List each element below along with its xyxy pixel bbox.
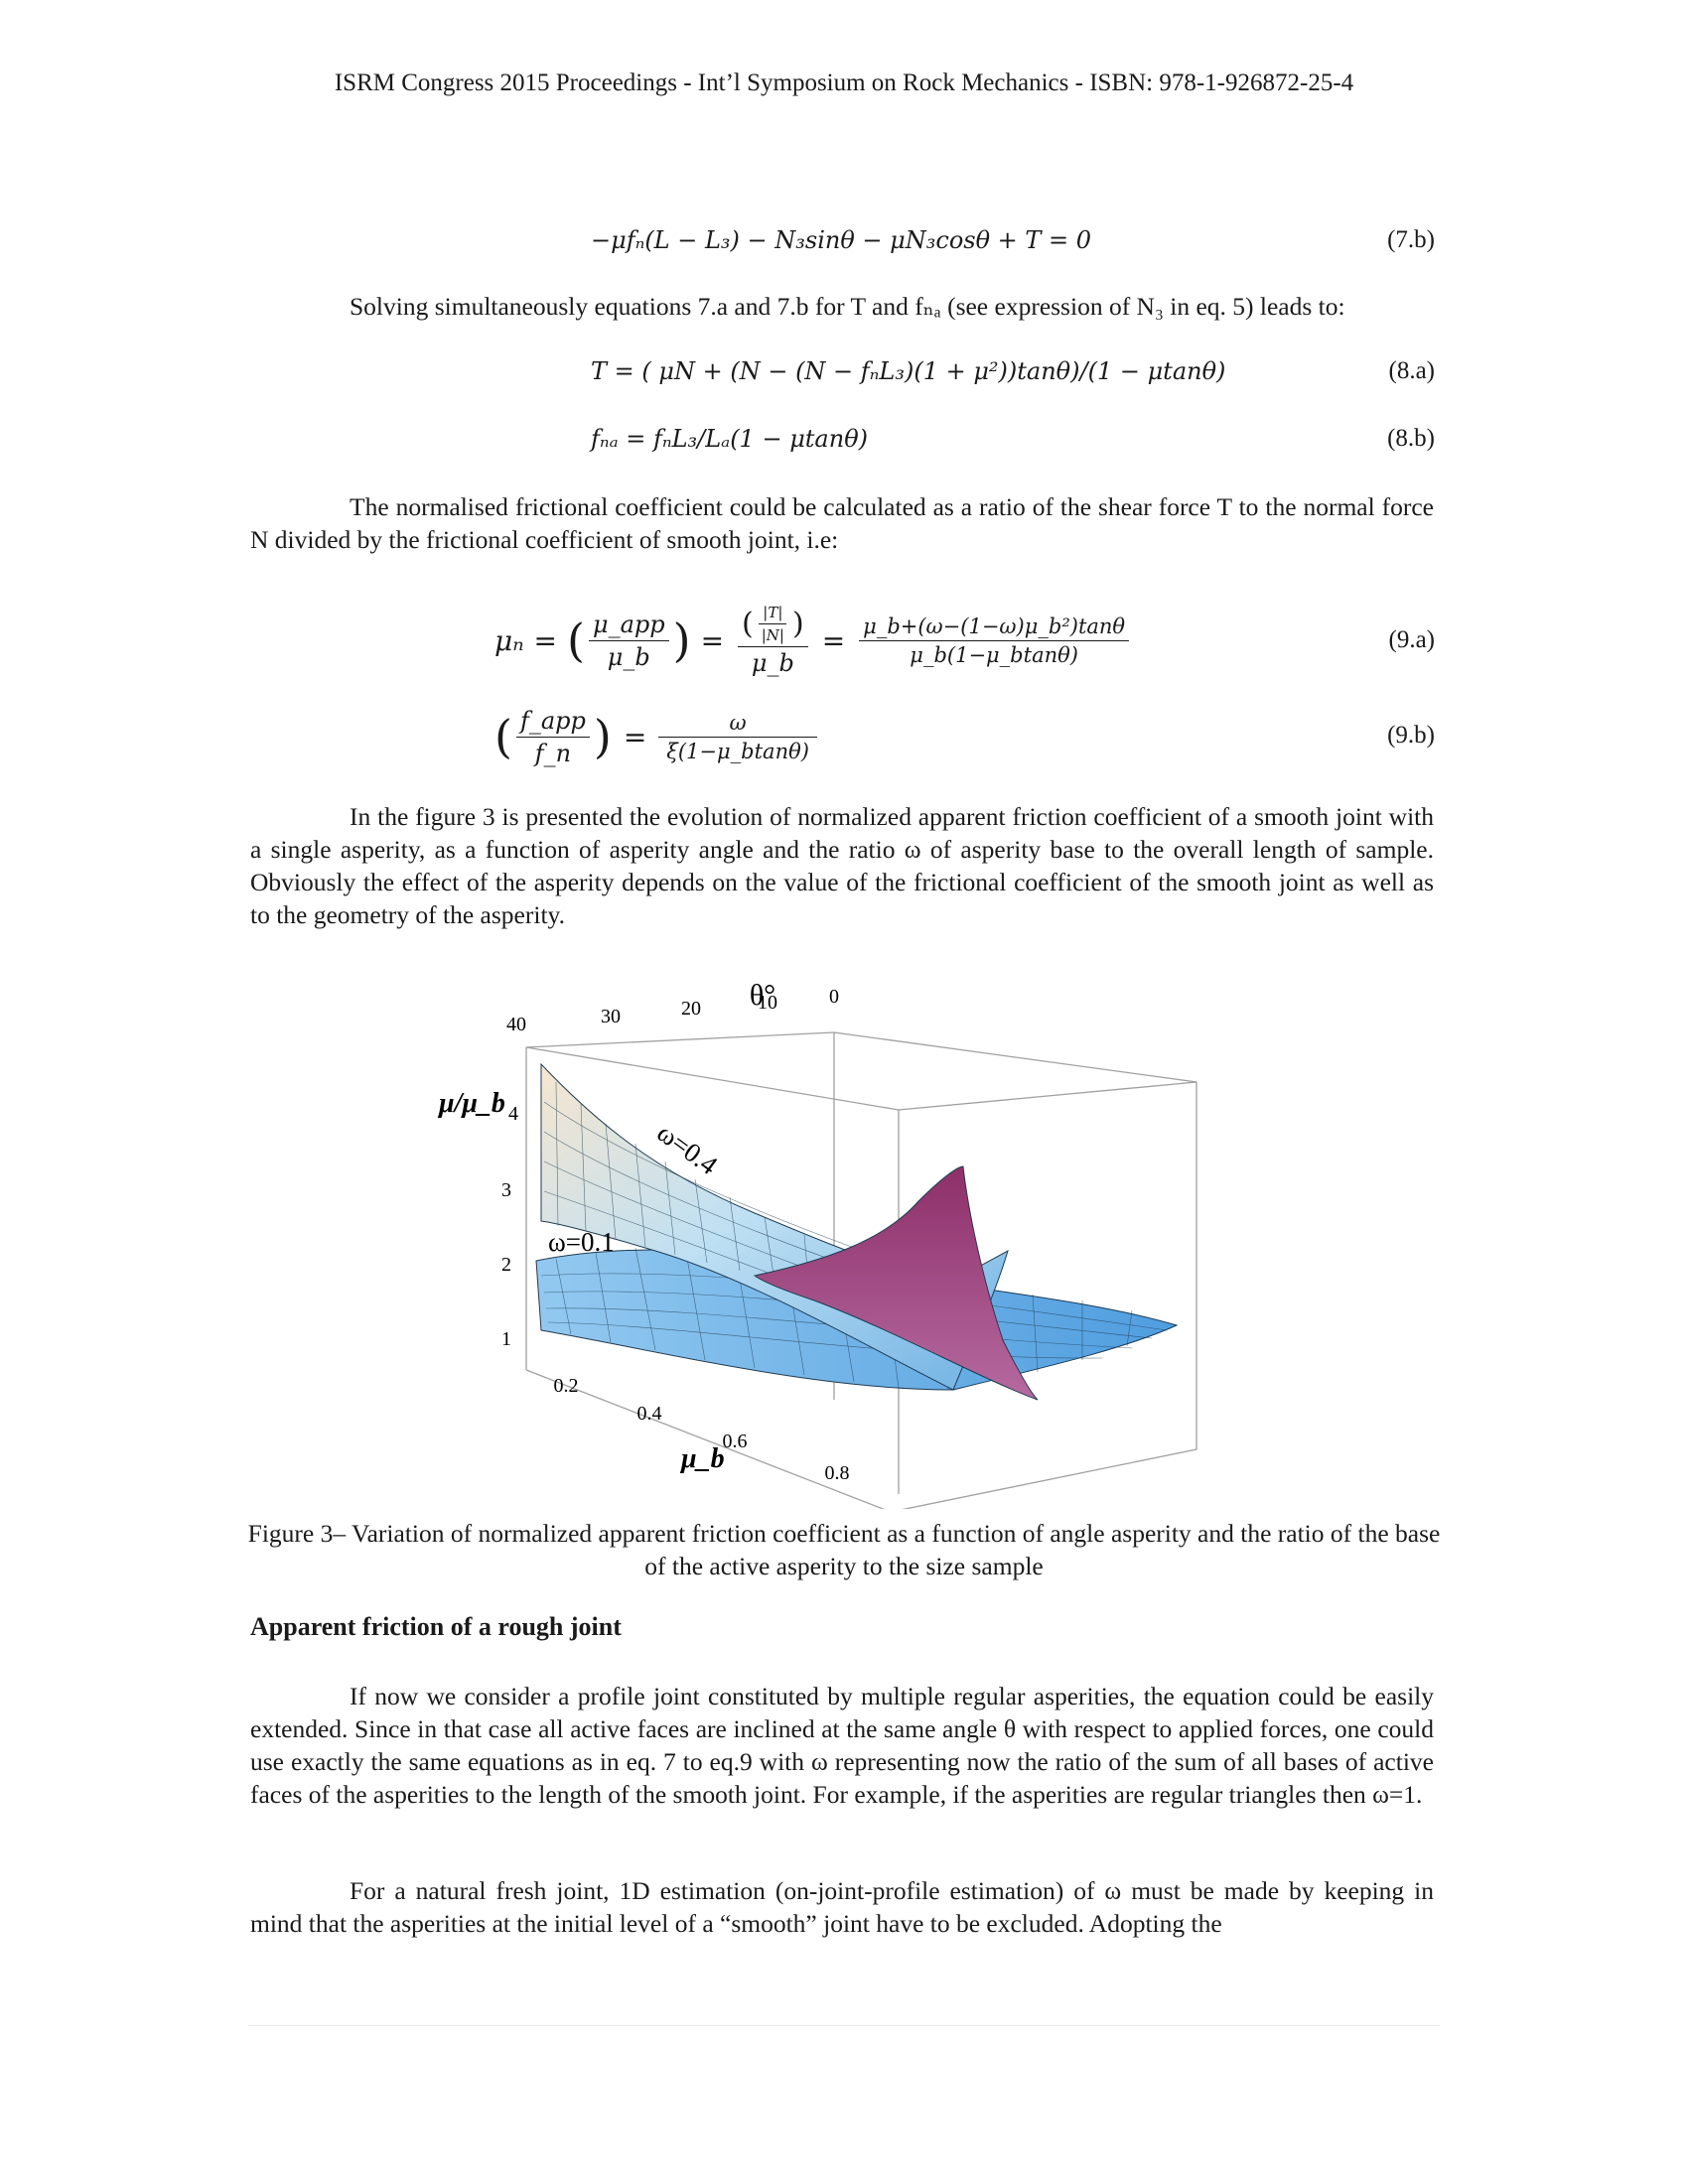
equation-8b: fₙₐ = fₙL₃/Lₐ(1 − μtanθ) (8.b) <box>0 425 1688 484</box>
equation-8b-number: (8.b) <box>1387 425 1435 452</box>
equation-9a: μₙ = ( μ_app μ_b ) = ( |T| |N| ) μ_b = μ… <box>494 604 1436 677</box>
mu-tick-0-6: 0.6 <box>723 1431 748 1452</box>
paragraph-solving: Solving simultaneously equations 7.a and… <box>350 292 1345 321</box>
mu-axis-label: μ_b <box>679 1443 725 1474</box>
z-tick-2: 2 <box>501 1254 511 1276</box>
paragraph-figure3: In the figure 3 is presented the evoluti… <box>250 802 1434 929</box>
surface-peak-region <box>753 1165 1039 1401</box>
z-axis-label: μ/μ_b <box>437 1088 505 1119</box>
paragraph-normalised: The normalised frictional coefficient co… <box>250 492 1434 554</box>
equation-7b-body: −μfₙ(L − L₃) − N₃sinθ − μN₃cosθ + T = 0 <box>591 226 1092 254</box>
theta-axis-label: θ° <box>750 979 775 1012</box>
equation-8a-body: T = ( μN + (N − (N − fₙL₃)(1 + μ²))tanθ)… <box>591 357 1226 385</box>
z-tick-3: 3 <box>501 1179 511 1201</box>
figure-3-surface-plot: 40 30 20 10 0 θ° μ/μ_b 4 3 2 1 0.2 0.4 0… <box>437 979 1197 1509</box>
equation-9b-number: (9.b) <box>1387 722 1435 749</box>
z-tick-1: 1 <box>501 1328 511 1350</box>
equation-7b: −μfₙ(L − L₃) − N₃sinθ − μN₃cosθ + T = 0 … <box>0 226 1688 286</box>
equation-9b: ( f_app f_n ) = ω ξ(1−μ_btanθ) (9.b) <box>494 706 1435 767</box>
paragraph-rough-joint: If now we consider a profile joint const… <box>250 1682 1434 1809</box>
paragraph-natural-joint: For a natural fresh joint, 1D estimation… <box>250 1876 1434 1938</box>
equation-8a-number: (8.a) <box>1388 357 1436 384</box>
footer-rule <box>248 2025 1440 2026</box>
figure-3-caption: Figure 3– Variation of normalized appare… <box>247 1519 1441 1580</box>
equation-8b-body: fₙₐ = fₙL₃/Lₐ(1 − μtanθ) <box>591 425 869 453</box>
equation-8a: T = ( μN + (N − (N − fₙL₃)(1 + μ²))tanθ)… <box>0 357 1688 417</box>
z-tick-4: 4 <box>508 1103 518 1125</box>
theta-tick-20: 20 <box>681 998 701 1020</box>
section-title: Apparent friction of a rough joint <box>250 1612 622 1641</box>
label-omega-0-1: ω=0.1 <box>548 1227 615 1257</box>
mu-tick-0-8: 0.8 <box>825 1462 850 1484</box>
theta-tick-40: 40 <box>506 1014 526 1035</box>
equation-9a-lhs: μₙ <box>494 623 524 657</box>
mu-tick-0-2: 0.2 <box>554 1375 579 1397</box>
theta-tick-10: 10 <box>758 992 777 1014</box>
theta-tick-0: 0 <box>829 986 839 1008</box>
equation-7b-number: (7.b) <box>1387 226 1435 253</box>
running-header: ISRM Congress 2015 Proceedings - Int’l S… <box>334 69 1354 96</box>
equation-9a-number: (9.a) <box>1388 626 1436 653</box>
theta-tick-30: 30 <box>601 1006 621 1027</box>
mu-tick-0-4: 0.4 <box>637 1403 662 1425</box>
